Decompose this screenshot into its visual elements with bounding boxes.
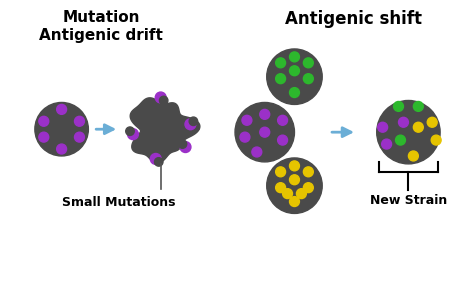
Circle shape xyxy=(303,167,313,177)
Circle shape xyxy=(39,116,49,126)
Circle shape xyxy=(283,189,292,199)
Circle shape xyxy=(260,127,270,137)
Circle shape xyxy=(35,102,88,156)
Circle shape xyxy=(267,158,322,213)
Circle shape xyxy=(413,102,423,111)
Circle shape xyxy=(377,101,440,164)
Circle shape xyxy=(378,122,388,132)
Circle shape xyxy=(74,116,84,126)
Circle shape xyxy=(413,122,423,132)
Circle shape xyxy=(276,183,285,193)
Circle shape xyxy=(427,117,437,127)
Circle shape xyxy=(189,117,198,126)
Circle shape xyxy=(185,119,196,130)
Circle shape xyxy=(252,147,262,157)
Circle shape xyxy=(240,132,250,142)
Circle shape xyxy=(57,144,66,154)
Polygon shape xyxy=(130,98,200,163)
Circle shape xyxy=(278,115,288,125)
Circle shape xyxy=(276,74,285,84)
Circle shape xyxy=(303,74,313,84)
Circle shape xyxy=(235,102,294,162)
Circle shape xyxy=(395,135,405,145)
Circle shape xyxy=(290,66,300,76)
Circle shape xyxy=(128,129,138,140)
Circle shape xyxy=(126,127,134,136)
Circle shape xyxy=(180,142,191,153)
Circle shape xyxy=(178,140,187,148)
Circle shape xyxy=(260,109,270,119)
Circle shape xyxy=(155,158,163,166)
Circle shape xyxy=(399,117,409,127)
Circle shape xyxy=(267,49,322,105)
Circle shape xyxy=(290,175,300,185)
Circle shape xyxy=(431,135,441,145)
Circle shape xyxy=(278,135,288,145)
Circle shape xyxy=(303,58,313,68)
Circle shape xyxy=(303,183,313,193)
Text: Antigenic shift: Antigenic shift xyxy=(285,10,422,28)
Circle shape xyxy=(290,161,300,171)
Text: Mutation
Antigenic drift: Mutation Antigenic drift xyxy=(39,10,163,43)
Circle shape xyxy=(296,189,306,199)
Circle shape xyxy=(159,96,168,105)
Circle shape xyxy=(150,154,161,164)
Circle shape xyxy=(393,102,403,111)
Text: Small Mutations: Small Mutations xyxy=(63,195,176,209)
Circle shape xyxy=(57,105,66,114)
Circle shape xyxy=(242,115,252,125)
Circle shape xyxy=(409,151,419,161)
Circle shape xyxy=(290,197,300,206)
Text: New Strain: New Strain xyxy=(370,194,447,207)
Circle shape xyxy=(382,139,392,149)
Circle shape xyxy=(276,167,285,177)
Circle shape xyxy=(276,58,285,68)
Circle shape xyxy=(39,132,49,142)
Circle shape xyxy=(155,92,166,103)
Circle shape xyxy=(290,52,300,62)
Circle shape xyxy=(290,88,300,98)
Circle shape xyxy=(74,132,84,142)
